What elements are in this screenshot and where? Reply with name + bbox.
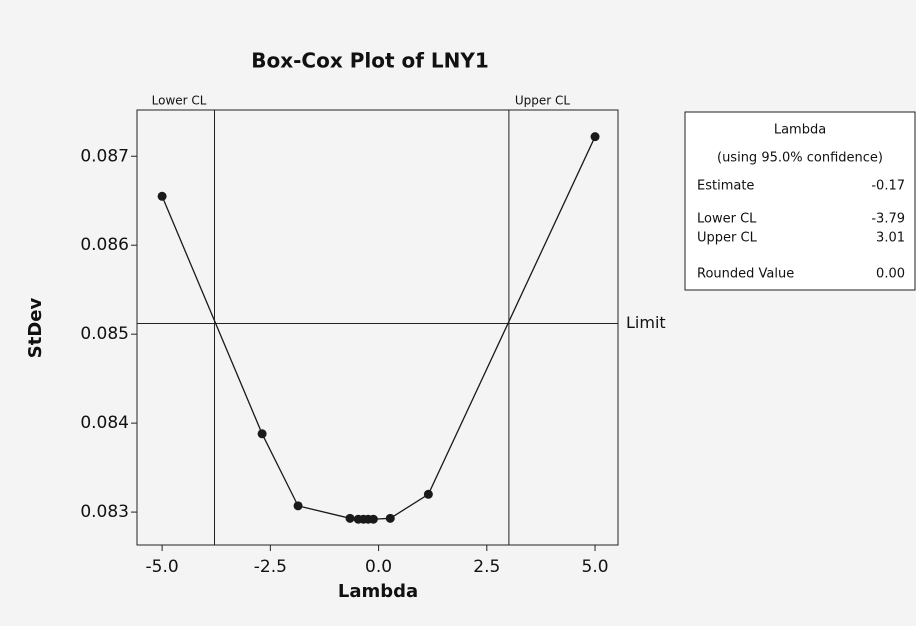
y-axis-label: StDev [25,298,46,359]
legend-row-label: Lower CL [697,212,757,227]
legend-row-value: 0.00 [876,267,905,282]
data-point [424,490,433,499]
legend-title: Lambda [774,123,826,138]
limit-label: Limit [626,313,666,332]
y-tick-label: 0.086 [80,235,129,255]
y-tick-label: 0.087 [80,146,129,166]
y-tick-label: 0.083 [80,502,129,522]
data-point [258,429,267,438]
legend-row-label: Rounded Value [697,267,794,282]
legend-box [685,112,915,290]
x-tick-label: -2.5 [254,557,287,577]
y-tick-label: 0.085 [80,324,129,344]
legend-subtitle: (using 95.0% confidence) [717,151,883,166]
legend-row-value: 3.01 [876,231,905,246]
data-point [369,515,378,524]
x-tick-label: -5.0 [146,557,179,577]
data-point [386,514,395,523]
legend-row-value: -3.79 [871,212,905,227]
lower-cl-label: Lower CL [152,94,207,108]
x-tick-label: 0.0 [365,557,392,577]
legend-row-value: -0.17 [871,179,905,194]
data-point [591,132,600,141]
data-point [294,501,303,510]
chart-title: Box-Cox Plot of LNY1 [251,49,489,73]
x-tick-label: 5.0 [582,557,609,577]
y-tick-label: 0.084 [80,413,129,433]
legend-row-label: Upper CL [697,231,758,246]
data-point [158,192,167,201]
data-point [346,514,355,523]
upper-cl-label: Upper CL [515,94,571,108]
chart: Box-Cox Plot of LNY1 Lambda StDev -5.0 -2… [0,0,916,626]
legend-row-label: Estimate [697,179,754,194]
x-tick-label: 2.5 [473,557,500,577]
x-axis-label: Lambda [338,581,418,602]
